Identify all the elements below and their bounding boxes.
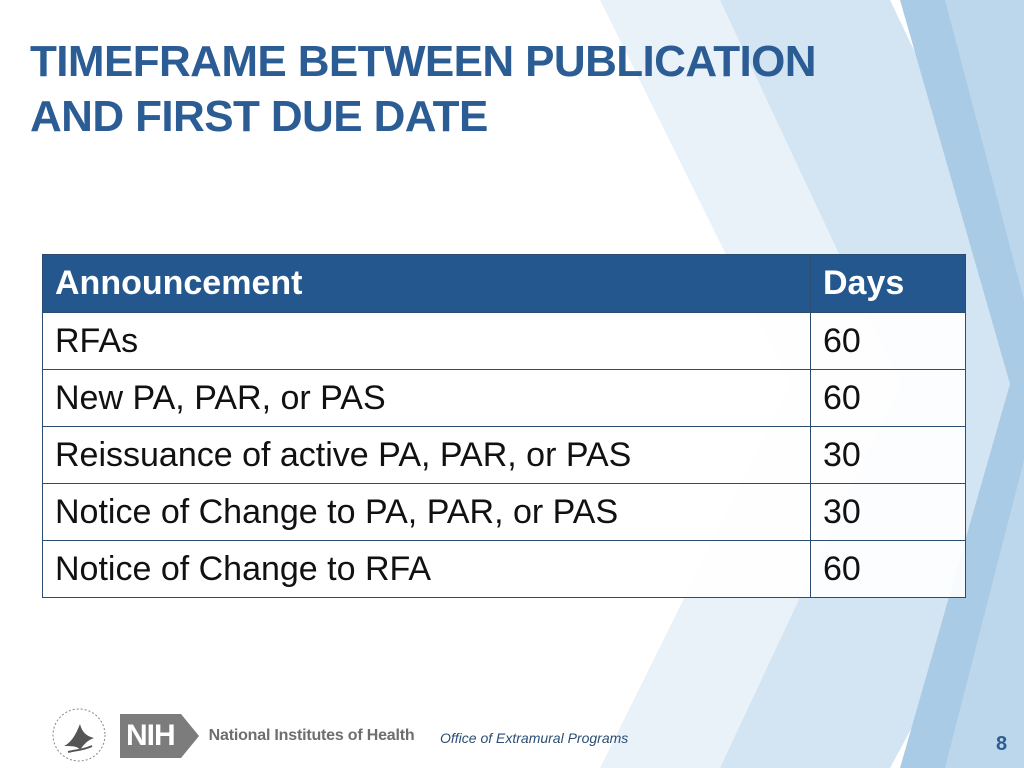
announcement-days-table: Announcement Days RFAs 60 New PA, PAR, o…	[42, 254, 966, 598]
office-name: Office of Extramural Programs	[440, 730, 629, 746]
cell-announcement: Notice of Change to PA, PAR, or PAS	[42, 483, 811, 541]
header-days: Days	[810, 254, 966, 313]
cell-announcement: Notice of Change to RFA	[42, 540, 811, 598]
nih-org-name: National Institutes of Health	[208, 727, 415, 744]
page-number: 8	[996, 733, 1008, 755]
chevron-edge	[945, 0, 1024, 768]
table-row: Reissuance of active PA, PAR, or PAS 30	[42, 426, 966, 484]
table-row: New PA, PAR, or PAS 60	[42, 369, 966, 427]
cell-announcement: RFAs	[42, 312, 811, 370]
cell-days: 30	[810, 483, 966, 541]
nih-logo: NIH National Institutes of Health	[120, 714, 415, 758]
table-row: RFAs 60	[42, 312, 966, 370]
cell-days: 60	[810, 540, 966, 598]
table-row: Notice of Change to PA, PAR, or PAS 30	[42, 483, 966, 541]
nih-logo-icon: NIH	[120, 714, 181, 758]
title-line-1: TIMEFRAME BETWEEN PUBLICATION	[30, 37, 817, 86]
table-header-row: Announcement Days	[42, 254, 966, 313]
nih-logo-arrow	[180, 714, 199, 758]
slide-title: TIMEFRAME BETWEEN PUBLICATION AND FIRST …	[30, 34, 970, 144]
table-row: Notice of Change to RFA 60	[42, 540, 966, 598]
cell-days: 60	[810, 369, 966, 427]
title-line-2: AND FIRST DUE DATE	[30, 92, 488, 141]
cell-announcement: Reissuance of active PA, PAR, or PAS	[42, 426, 811, 484]
cell-announcement: New PA, PAR, or PAS	[42, 369, 811, 427]
hhs-eagle-icon	[52, 708, 106, 762]
header-announcement: Announcement	[42, 254, 811, 313]
cell-days: 30	[810, 426, 966, 484]
announcement-table-container: Announcement Days RFAs 60 New PA, PAR, o…	[42, 254, 966, 598]
chevron-dark	[900, 0, 1024, 768]
cell-days: 60	[810, 312, 966, 370]
